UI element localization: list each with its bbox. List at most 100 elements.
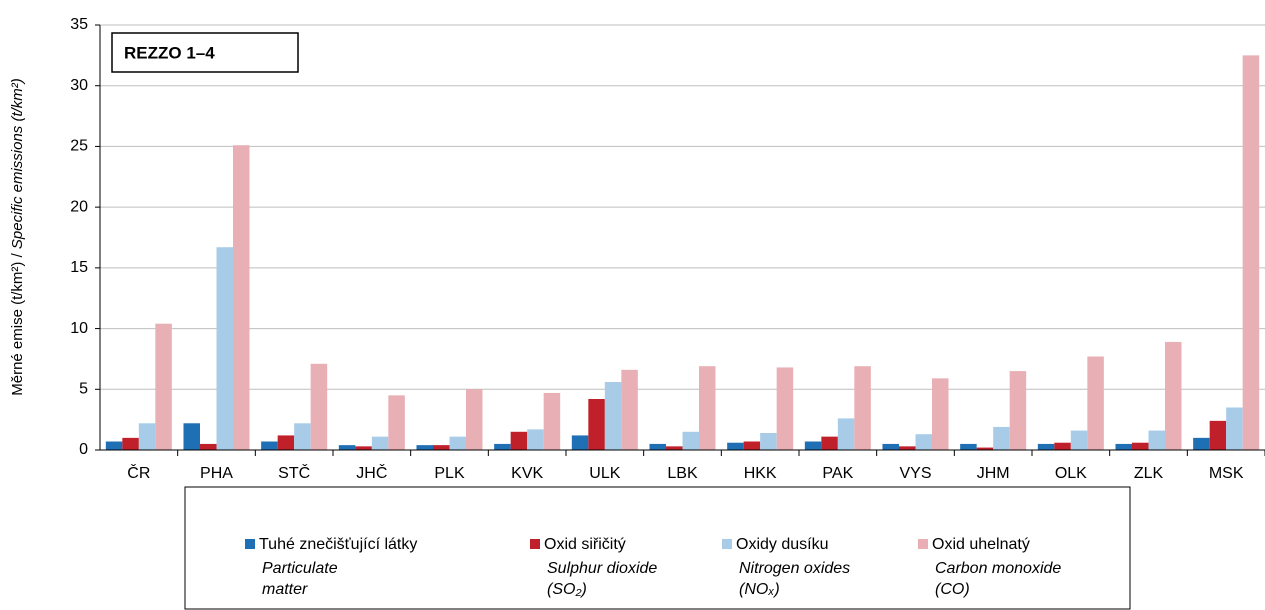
legend-label-en: Particulate (262, 560, 338, 577)
bar (1009, 371, 1027, 450)
bar (183, 423, 200, 450)
legend-label-en: (SO₂) (547, 581, 587, 598)
bar (233, 145, 250, 450)
bar (1054, 442, 1071, 450)
x-tick-label: ZLK (1134, 465, 1164, 482)
bar (449, 436, 467, 450)
bar (216, 247, 234, 450)
legend-label-en: Sulphur dioxide (547, 560, 657, 577)
bar (1070, 430, 1088, 450)
y-axis-title: Měrné emise (t/km²) / Specific emissions… (9, 78, 26, 396)
bar (199, 443, 217, 450)
legend-marker (245, 539, 255, 549)
y-tick-label: 10 (70, 320, 88, 337)
x-tick-label: OLK (1055, 465, 1087, 482)
y-tick-label: 20 (70, 198, 88, 215)
legend-label-en: Nitrogen oxides (739, 560, 850, 577)
bar (277, 435, 295, 450)
bar (510, 431, 528, 450)
bar (699, 366, 716, 450)
bar (804, 441, 822, 450)
bar (960, 443, 977, 450)
bar (898, 446, 916, 450)
bar (1165, 341, 1182, 450)
legend-marker (722, 539, 732, 549)
legend-marker (918, 539, 928, 549)
y-axis-title-en: Specific emissions (t/km²) (9, 78, 26, 249)
x-tick-label: PAK (822, 465, 853, 482)
bar (743, 441, 761, 450)
y-tick-label: 25 (70, 138, 88, 155)
bar (993, 426, 1010, 450)
bar (1242, 55, 1260, 450)
bar (543, 392, 561, 450)
bar (760, 433, 777, 450)
bar (105, 441, 123, 450)
x-tick-label: ČR (127, 463, 150, 482)
bar (122, 437, 139, 450)
legend-label-en: matter (262, 581, 308, 598)
x-tick-label: KVK (511, 465, 543, 482)
legend-label-en: (CO) (935, 581, 970, 598)
legend-label: Oxidy dusíku (736, 536, 828, 553)
bar (1193, 437, 1210, 450)
y-tick-label: 0 (79, 441, 88, 458)
legend-label: Oxid siřičitý (544, 536, 626, 553)
y-axis-title-cz: Měrné emise (t/km²) / (9, 249, 26, 396)
bar (915, 434, 933, 450)
y-tick-label: 35 (70, 16, 88, 33)
bar (294, 423, 311, 450)
bar (527, 429, 544, 450)
legend-label-en: Carbon monoxide (935, 560, 1061, 577)
bar (1087, 356, 1104, 450)
bar (682, 431, 700, 450)
x-tick-label: LBK (667, 465, 698, 482)
x-tick-label: HKK (744, 465, 777, 482)
x-tick-label: PHA (200, 465, 233, 482)
bar (1226, 407, 1243, 450)
bar (604, 382, 622, 450)
bar (155, 323, 172, 450)
bar (1115, 443, 1132, 450)
y-tick-label: 5 (79, 381, 88, 398)
bar (371, 436, 389, 450)
bar (355, 446, 372, 450)
bar (416, 445, 433, 450)
bar (388, 395, 405, 450)
bar (338, 445, 356, 450)
x-tick-label: MSK (1209, 465, 1244, 482)
bar (976, 447, 994, 450)
bar (882, 443, 899, 450)
y-tick-label: 15 (70, 259, 88, 276)
bar (588, 399, 605, 450)
bar (776, 367, 794, 450)
bar (932, 378, 949, 450)
bar (261, 441, 278, 450)
x-tick-label: STČ (278, 463, 310, 482)
x-tick-label: ULK (589, 465, 620, 482)
bar (1209, 420, 1227, 450)
legend-box (184, 486, 1131, 610)
bar (1131, 442, 1149, 450)
bar (1037, 443, 1055, 450)
bar (1148, 430, 1166, 450)
legend-label: Tuhé znečišťující látky (259, 536, 417, 553)
x-tick-label: JHČ (356, 463, 387, 482)
legend-marker (530, 539, 540, 549)
x-tick-label: PLK (434, 465, 465, 482)
y-tick-label: 30 (70, 77, 88, 94)
bar (466, 389, 483, 450)
bar (310, 363, 328, 450)
bar (665, 446, 683, 450)
legend-label: Oxid uhelnatý (932, 536, 1030, 553)
bar (727, 442, 744, 450)
bar (571, 435, 589, 450)
x-tick-label: VYS (899, 465, 931, 482)
bar (621, 369, 638, 450)
legend-label-en: (NOₓ) (739, 581, 780, 598)
bar (432, 445, 450, 450)
x-tick-label: JHM (977, 465, 1010, 482)
bar (649, 443, 666, 450)
bar (138, 423, 156, 450)
